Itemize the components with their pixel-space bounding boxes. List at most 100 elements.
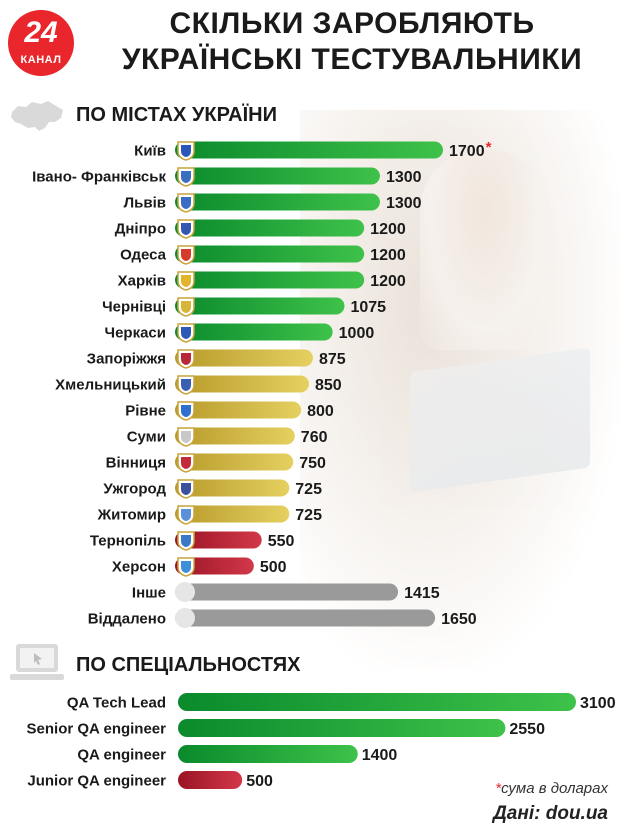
bar	[175, 531, 262, 549]
value-label: 1200	[370, 221, 406, 238]
bar	[175, 141, 443, 159]
value-label: 500	[246, 773, 273, 790]
category-label: Львів	[124, 195, 166, 212]
value-label: 1300	[386, 169, 422, 186]
logo-text: КАНАЛ	[20, 54, 62, 66]
ukraine-map-icon	[11, 101, 63, 131]
bar	[175, 219, 365, 237]
title-line-2: УКРАЇНСЬКІ ТЕСТУВАЛЬНИКИ	[121, 43, 583, 76]
currency-note: *сума в доларах	[495, 780, 608, 797]
category-label: Чернівці	[102, 299, 166, 316]
category-label: Вінниця	[106, 455, 166, 472]
value-label: 725	[295, 507, 322, 524]
bar	[175, 583, 399, 601]
value-label: 1200	[370, 247, 406, 264]
value-label: 800	[307, 403, 334, 420]
value-label: 1000	[339, 325, 375, 342]
bar	[175, 297, 345, 315]
channel-24-logo: 24 КАНАЛ	[8, 10, 74, 76]
bar	[175, 609, 436, 627]
value-label: 1400	[362, 747, 398, 764]
page-title: СКІЛЬКИ ЗАРОБЛЯЮТЬ УКРАЇНСЬКІ ТЕСТУВАЛЬН…	[92, 6, 612, 78]
value-label: 1075	[350, 299, 386, 316]
category-label: Одеса	[120, 247, 166, 264]
value-label: 3100	[580, 695, 616, 712]
category-label: QA engineer	[77, 747, 166, 764]
value-label: 750	[299, 455, 326, 472]
bar	[175, 375, 309, 393]
bar	[175, 323, 333, 341]
category-label: Junior QA engineer	[27, 773, 166, 790]
bar	[175, 349, 313, 367]
kherson-coat-of-arms-icon	[181, 561, 191, 573]
category-label: Житомир	[97, 507, 166, 524]
cherkasy-coat-of-arms-icon	[181, 327, 191, 339]
value-label: 725	[295, 481, 322, 498]
currency-note-star: *	[495, 780, 502, 797]
lviv-coat-of-arms-icon	[181, 197, 191, 209]
title-line-1: СКІЛЬКИ ЗАРОБЛЯЮТЬ	[169, 7, 535, 40]
odesa-coat-of-arms-icon	[181, 249, 191, 261]
section-title-specialties: ПО СПЕЦІАЛЬНОСТЯХ	[76, 654, 301, 676]
category-label: Рівне	[125, 403, 166, 420]
value-label: 1415	[404, 585, 440, 602]
kharkiv-coat-of-arms-icon	[181, 275, 191, 287]
chernivtsi-coat-of-arms-icon	[181, 301, 191, 313]
sumy-coat-of-arms-icon	[181, 431, 191, 443]
category-label: Івано- Франківськ	[32, 169, 166, 186]
value-label: 500	[260, 559, 287, 576]
ivano-frankivsk-coat-of-arms-icon	[181, 171, 191, 183]
bar	[175, 453, 294, 471]
logo-number: 24	[24, 16, 58, 49]
background-photo	[300, 110, 620, 670]
bar	[175, 427, 295, 445]
data-source: Дані: dou.ua	[493, 803, 608, 824]
category-label: Віддалено	[88, 611, 166, 628]
bar	[175, 505, 290, 523]
dnipro-coat-of-arms-icon	[181, 223, 191, 235]
category-label: Senior QA engineer	[27, 721, 167, 738]
category-label: Київ	[134, 143, 166, 160]
bar	[175, 401, 302, 419]
bar	[175, 479, 290, 497]
value-label: 1300	[386, 195, 422, 212]
category-label: QA Tech Lead	[67, 695, 166, 712]
value-label: 1200	[370, 273, 406, 290]
value-label: 1650	[441, 611, 477, 628]
value-label: 875	[319, 351, 346, 368]
value-label: 2550	[509, 721, 545, 738]
kyiv-coat-of-arms-icon	[181, 145, 191, 157]
category-label: Запоріжжя	[87, 351, 166, 368]
category-label: Херсон	[112, 559, 166, 576]
category-label: Дніпро	[115, 221, 166, 238]
category-label: Ужгород	[103, 481, 166, 498]
bar	[175, 271, 365, 289]
ternopil-coat-of-arms-icon	[181, 535, 191, 547]
khmelnytskyi-coat-of-arms-icon	[181, 379, 191, 391]
vinnytsia-coat-of-arms-icon	[181, 457, 191, 469]
bar	[175, 245, 365, 263]
category-label: Черкаси	[105, 325, 166, 342]
bar	[175, 193, 380, 211]
value-label: 550	[268, 533, 295, 550]
section-title-cities: ПО МІСТАХ УКРАЇНИ	[76, 104, 277, 126]
bar	[178, 693, 576, 711]
blank-circle-icon	[175, 582, 195, 602]
background-person	[420, 150, 550, 350]
asterisk-annotation: *	[486, 139, 492, 156]
zhytomyr-coat-of-arms-icon	[181, 509, 191, 521]
currency-note-text: сума в доларах	[501, 780, 608, 797]
category-label: Тернопіль	[90, 533, 166, 550]
value-label: 850	[315, 377, 342, 394]
uzhhorod-coat-of-arms-icon	[181, 483, 191, 495]
zaporizhzhia-coat-of-arms-icon	[181, 353, 191, 365]
blank-circle-icon	[175, 608, 195, 628]
category-label: Інше	[132, 585, 166, 602]
bar	[178, 745, 358, 763]
category-label: Харків	[118, 273, 166, 290]
laptop-icon	[10, 644, 64, 680]
category-label: Хмельницький	[55, 377, 166, 394]
value-label: 1700	[449, 143, 485, 160]
rivne-coat-of-arms-icon	[181, 405, 191, 417]
